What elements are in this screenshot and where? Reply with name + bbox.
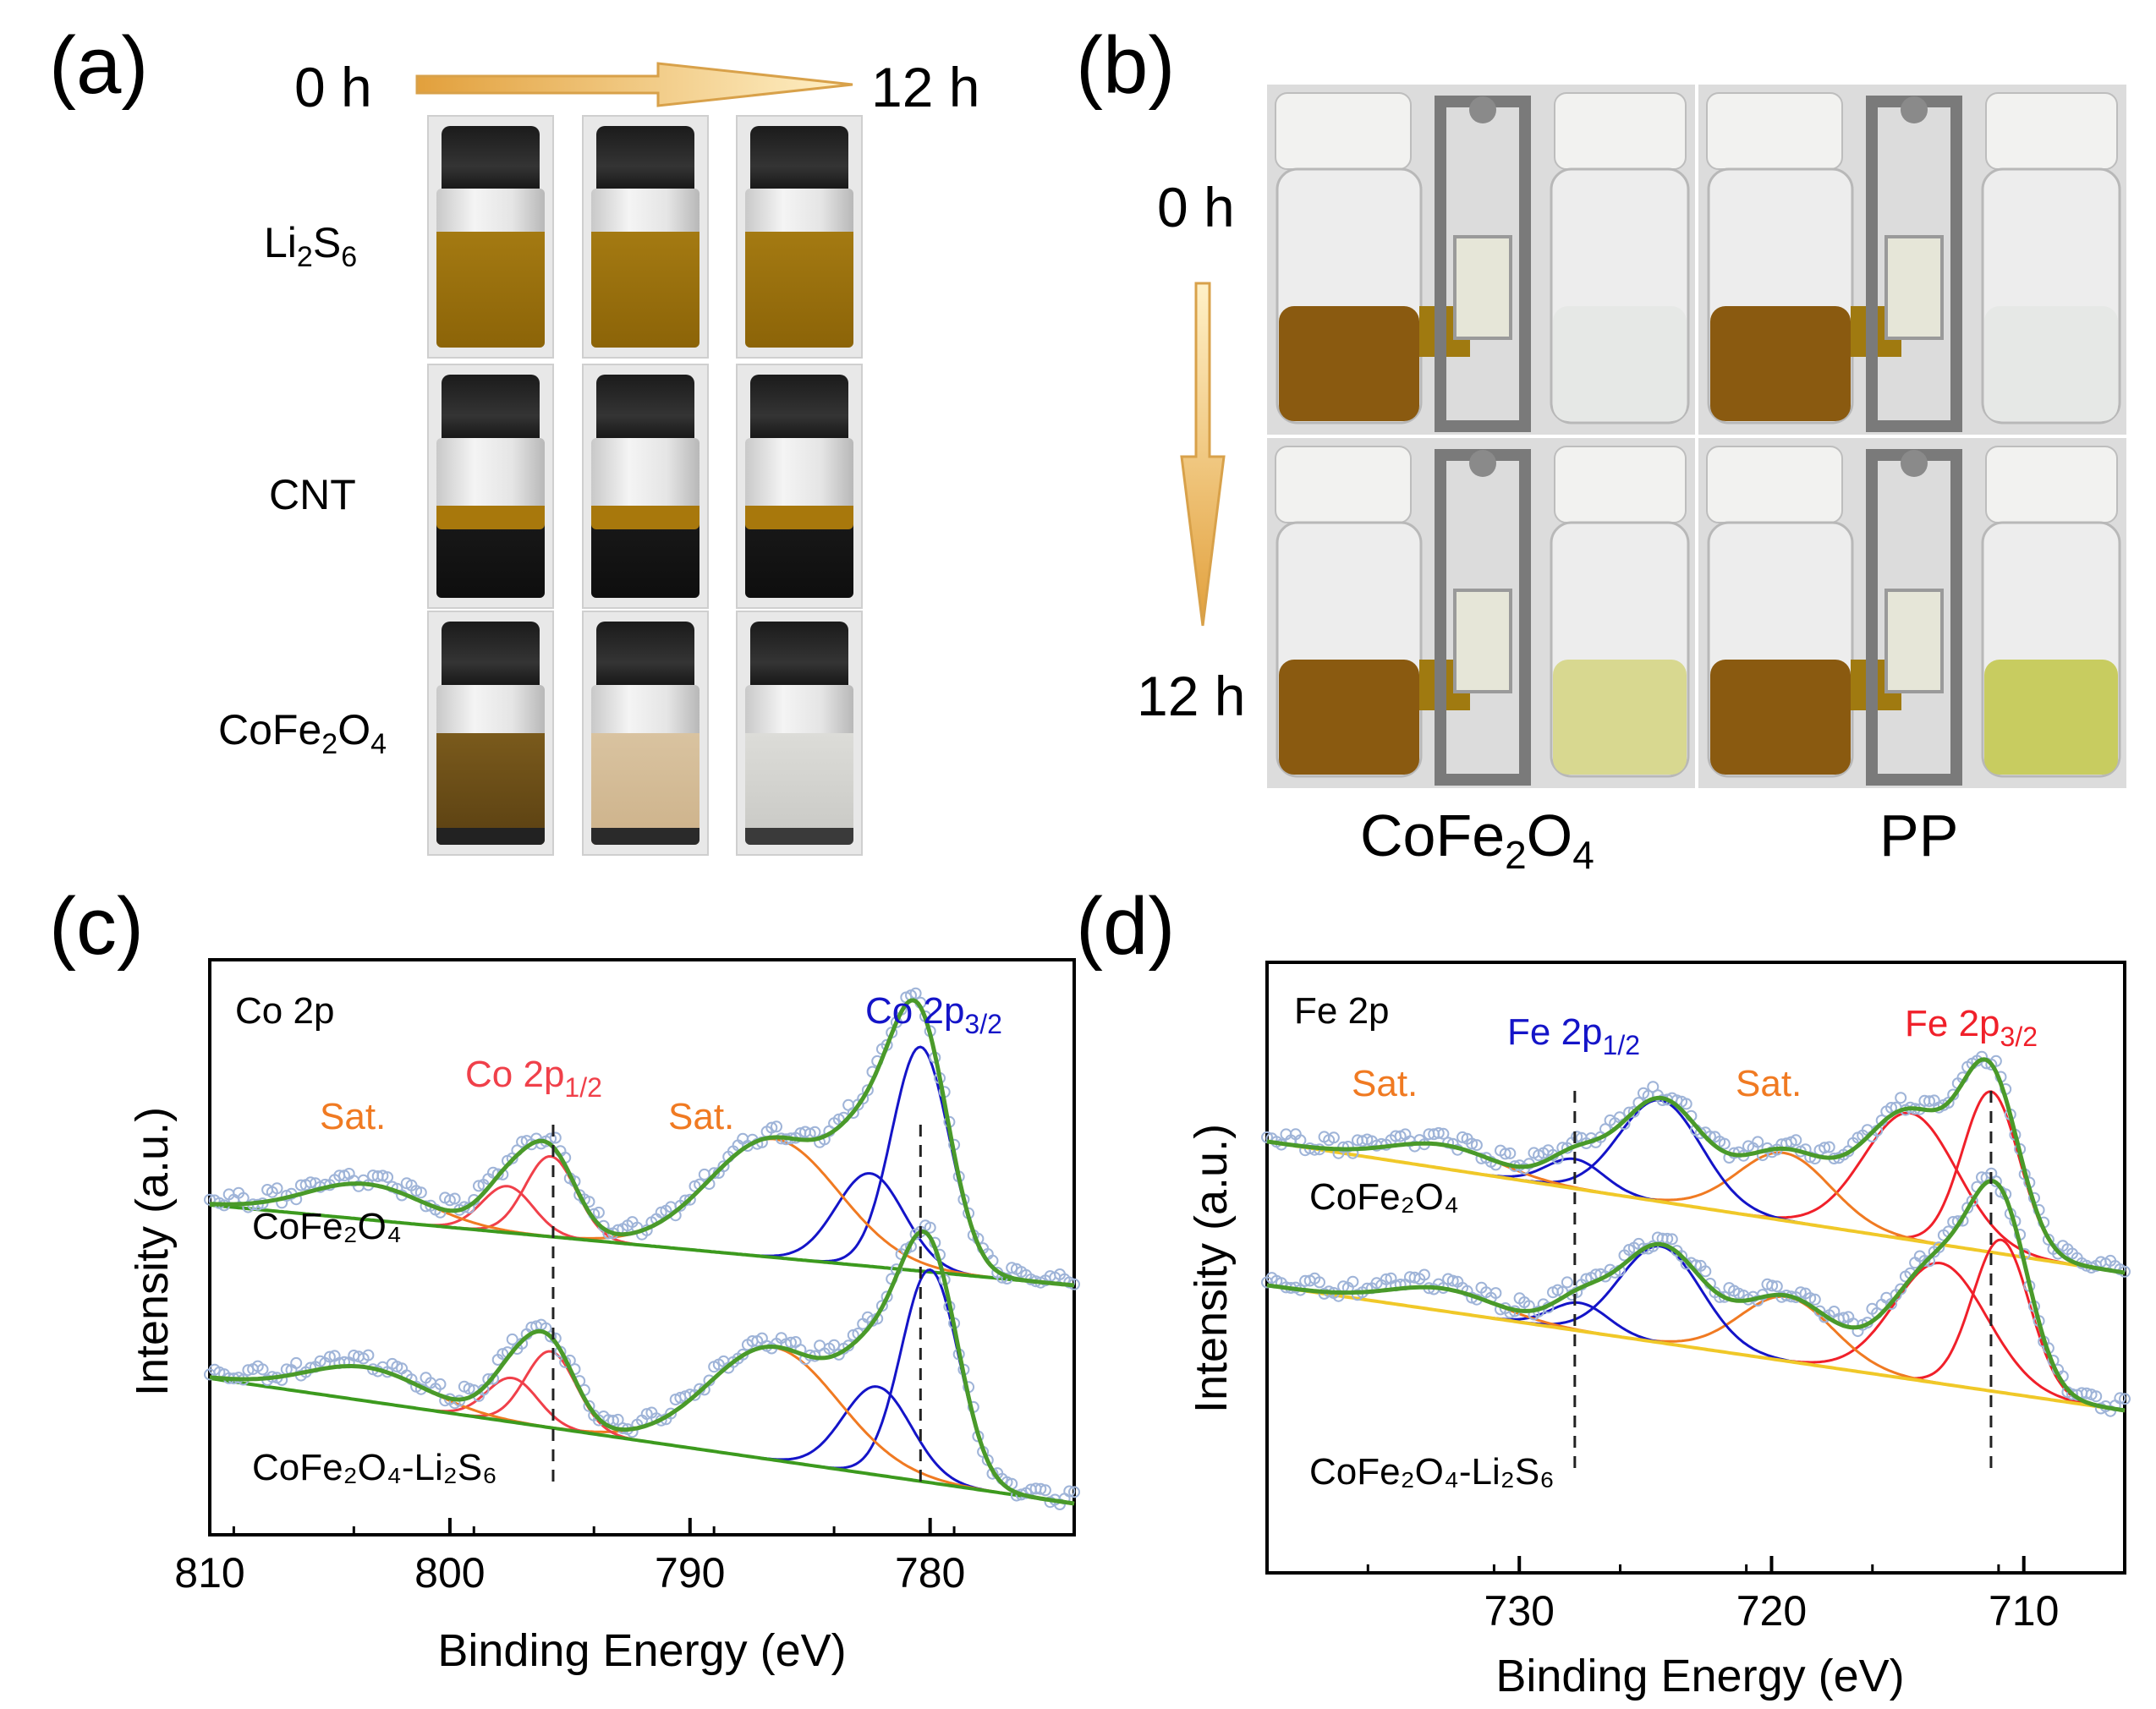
fit-envelope	[209, 1229, 1075, 1506]
panel-a-label: (a)	[49, 20, 149, 111]
x-tick-label: 790	[655, 1549, 725, 1597]
trace-label-top: CoFe₂O₄	[1309, 1176, 1459, 1218]
vial-photo	[427, 364, 554, 609]
trace-label-bottom: CoFe₂O₄-Li₂S₆	[252, 1447, 497, 1488]
time-start-label: 0 h	[294, 56, 372, 118]
peak-label-1-2: Co 2p1/2	[465, 1054, 602, 1103]
h-cell-photo	[1698, 85, 2126, 435]
spectrum-title: Fe 2p	[1294, 990, 1390, 1032]
sat-label-1: Sat.	[1352, 1063, 1418, 1104]
column-label-pp: PP	[1879, 802, 1959, 868]
panel-c-label: (c)	[49, 881, 144, 972]
vial-photo	[736, 115, 863, 359]
time-end-label: 12 h	[871, 56, 980, 118]
fit-background	[209, 1377, 1075, 1505]
panel-d-label: (d)	[1076, 881, 1176, 972]
trace-label-top: CoFe₂O₄	[252, 1206, 402, 1247]
column-label-cofe2o4: CoFe2O4	[1360, 802, 1594, 877]
xps-fe2p-chart: 730 720 710 Intensity (a.u.) Binding Energ…	[1186, 961, 2131, 1701]
vial-photo	[427, 611, 554, 856]
trace-label-bottom: CoFe₂O₄-Li₂S₆	[1309, 1451, 1555, 1493]
x-tick-label: 720	[1736, 1587, 1807, 1635]
h-cell-photo	[1267, 438, 1695, 788]
h-cell-photo	[1698, 438, 2126, 788]
peak-label-3-2: Co 2p3/2	[865, 990, 1002, 1039]
x-axis: 810 800 790 780	[174, 1518, 1076, 1597]
x-tick-label: 780	[895, 1549, 965, 1597]
y-axis-label: Intensity (a.u.)	[1186, 1124, 1237, 1413]
row-label-cnt: CNT	[269, 471, 356, 518]
time-bottom-label: 12 h	[1137, 665, 1246, 727]
time-arrow-horizontal	[415, 62, 853, 107]
fit-background	[1266, 1284, 2126, 1412]
fit-background	[209, 1203, 1075, 1287]
h-cell-photo	[1267, 85, 1695, 435]
row-label-li2s6: Li2S6	[264, 219, 358, 273]
plot-frame	[208, 958, 1076, 1536]
x-tick-label: 730	[1484, 1587, 1555, 1635]
vial-photo	[582, 611, 709, 856]
vial-photo	[736, 364, 863, 609]
spectrum-title: Co 2p	[235, 990, 334, 1032]
vial-photo	[736, 611, 863, 856]
fit-background	[1266, 1140, 2126, 1274]
curves	[1261, 1050, 2131, 1476]
sat-label-2: Sat.	[1736, 1063, 1802, 1104]
fit-envelope	[1266, 1178, 2126, 1413]
vial-photo	[582, 364, 709, 609]
x-axis-label: Binding Energy (eV)	[437, 1625, 846, 1676]
x-tick-label: 810	[174, 1549, 244, 1597]
h-cell-photo-grid	[1267, 85, 2126, 788]
x-tick-label: 800	[414, 1549, 485, 1597]
time-top-label: 0 h	[1157, 176, 1235, 238]
x-axis: 730 720 710	[1366, 1556, 2126, 1635]
fit-component	[209, 1045, 1075, 1287]
sat-label-1: Sat.	[320, 1096, 386, 1137]
peak-label-1-2: Fe 2p1/2	[1507, 1011, 1640, 1060]
x-tick-label: 710	[1989, 1587, 2059, 1635]
y-axis-label: Intensity (a.u.)	[127, 1107, 178, 1396]
vial-photo	[582, 115, 709, 359]
time-arrow-vertical	[1180, 282, 1226, 627]
fit-envelope	[1266, 1057, 2126, 1275]
panel-b-label: (b)	[1076, 20, 1176, 111]
x-axis-label: Binding Energy (eV)	[1495, 1651, 1904, 1701]
curves	[204, 987, 1080, 1510]
fit-envelope	[209, 998, 1075, 1288]
peak-label-3-2: Fe 2p3/2	[1905, 1003, 2038, 1052]
sat-label-2: Sat.	[668, 1096, 734, 1137]
row-label-cofe2o4: CoFe2O4	[218, 706, 387, 760]
vial-photo	[427, 115, 554, 359]
xps-co2p-chart: 810 800 790 780 Intensity (a.u.) Binding En…	[127, 958, 1080, 1676]
